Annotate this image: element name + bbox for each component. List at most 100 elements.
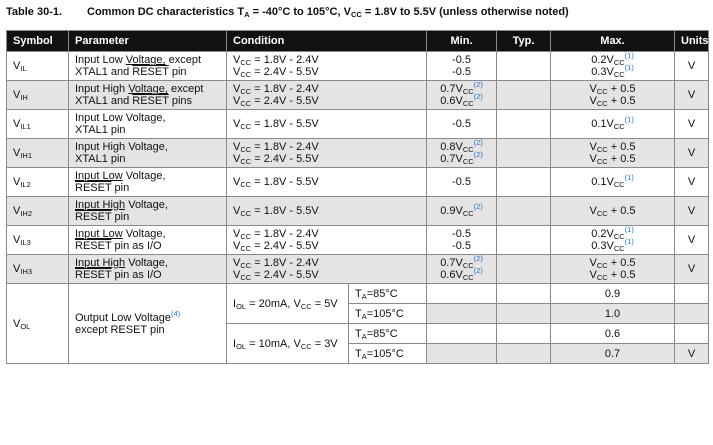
vcc-letter: V — [233, 66, 241, 78]
symbol-cell: VOL — [6, 283, 69, 364]
equals: = — [251, 257, 264, 269]
min-value: 0.7V — [440, 83, 463, 95]
temp-letter: T — [355, 327, 362, 340]
typ-cell — [496, 225, 552, 255]
symbol-letter: V — [13, 317, 21, 330]
cell-line: IOL = 20mA, VCC = 5V — [233, 298, 342, 310]
parameter-cell: Input High Voltage, except XTAL1 and RESE… — [68, 80, 227, 110]
min-cell — [426, 303, 498, 324]
footnote-ref: (2) — [473, 266, 483, 275]
vcc-sub: CC — [462, 209, 474, 218]
param-text-underlined: Voltage, — [128, 83, 168, 95]
vcc-symbol: VCC — [590, 83, 608, 95]
symbol-cell: VIL2 — [6, 167, 69, 197]
typ-cell — [496, 303, 552, 324]
units-cell: V — [674, 196, 710, 226]
cell-line: VCC = 2.4V - 5.5V — [233, 240, 420, 252]
temp-sub: A — [361, 351, 367, 361]
param-text: XTAL1 and — [75, 95, 133, 107]
cell-line: 0.2VCC(1) — [557, 52, 668, 67]
temperature-cell: TA=85°C — [347, 323, 428, 344]
vcc-letter: V — [233, 141, 241, 153]
vcc-symbol: VCC — [233, 240, 251, 252]
vcc-sub: CC — [613, 58, 625, 67]
typ-cell — [496, 323, 552, 344]
max-cell: 0.6 — [550, 323, 676, 344]
header-parameter: Parameter — [68, 30, 227, 52]
symbol-letter: V — [13, 89, 21, 101]
max-value: + 0.5 — [607, 205, 636, 217]
param-text-overlined: RESET — [132, 66, 169, 78]
max-value: 0.3V — [591, 240, 614, 252]
condition-cell: VCC = 1.8V - 2.4V VCC = 2.4V - 5.5V — [225, 225, 428, 255]
condition-value: 1.8V - 5.5V — [263, 205, 319, 217]
cell-line: 0.7VCC(2) — [433, 81, 490, 96]
table-row: VIH3 Input High Voltage, RESET pin as I/O V… — [6, 254, 710, 284]
vcc-sub: CC — [462, 99, 474, 108]
condition-value: 1.8V - 2.4V — [263, 228, 319, 240]
footnote-ref: (2) — [473, 138, 483, 147]
condition-cell: VCC = 1.8V - 2.4V VCC = 2.4V - 5.5V — [225, 138, 428, 168]
cell-line: XTAL1 pin — [75, 124, 220, 136]
cell-line: -0.5 — [433, 66, 490, 78]
caption-part: = -40°C to 105°C, V — [249, 6, 351, 18]
min-cell: -0.5 -0.5 — [426, 51, 498, 81]
table-row: VIL2 Input Low Voltage, RESET pin VCC = 1.8… — [6, 167, 710, 197]
min-value: 0.6V — [440, 95, 463, 107]
condition-cell: IOL = 10mA, VCC = 3V — [226, 323, 349, 364]
max-value: 0.6 — [604, 327, 621, 340]
vcc-sub: CC — [240, 58, 252, 67]
min-cell: 0.7VCC(2) 0.6VCC(2) — [426, 80, 498, 110]
unit-value: V — [687, 147, 696, 159]
param-text: Output Low Voltage — [75, 311, 172, 324]
vcc-sub: CC — [596, 157, 608, 166]
vcc-sub: CC — [240, 87, 252, 96]
vcc-letter: V — [233, 95, 241, 107]
cell-line: VCC + 0.5 — [557, 205, 668, 217]
footnote-ref: (4) — [171, 308, 181, 318]
condition-cell: VCC = 1.8V - 5.5V — [225, 109, 428, 139]
vcc-sub: CC — [462, 261, 474, 270]
symbol-letter: V — [13, 263, 21, 275]
param-text: Input High Voltage, — [75, 141, 168, 153]
cell-line: VCC = 2.4V - 5.5V — [233, 153, 420, 165]
param-text-underlined: Input High — [75, 199, 126, 211]
vcc-letter: V — [589, 269, 597, 281]
typ-cell — [496, 109, 552, 139]
vcc-symbol: VCC — [233, 83, 251, 95]
temperature-cell: TA=85°C — [347, 283, 428, 304]
cell-line: Input High Voltage, — [75, 141, 220, 153]
condition-value: = 10mA, V — [246, 337, 301, 350]
unit-value: V — [687, 234, 696, 246]
param-text: pin — [168, 66, 187, 78]
header-typ: Typ. — [496, 30, 552, 52]
cell-line: VCC + 0.5 — [557, 257, 668, 269]
max-value: 0.2V — [591, 54, 614, 66]
condition-value: 2.4V - 5.5V — [263, 153, 319, 165]
param-text-overlined: RESET — [75, 269, 112, 281]
vcc-sub: CC — [596, 273, 608, 282]
min-cell: 0.8VCC(2) 0.7VCC(2) — [426, 138, 498, 168]
condition-value: = 20mA, V — [246, 297, 301, 310]
temp-letter: T — [355, 287, 362, 300]
vcc-symbol: VCC — [590, 269, 608, 281]
symbol-letter: V — [13, 205, 21, 217]
param-text: pin — [111, 182, 130, 194]
footnote-ref: (2) — [473, 254, 483, 263]
table-row: VIH1 Input High Voltage, XTAL1 pin VCC = 1.… — [6, 138, 710, 168]
condition-value: 1.8V - 2.4V — [263, 83, 319, 95]
symbol-cell: VIH2 — [6, 196, 69, 226]
param-text-overlined: RESET — [75, 182, 112, 194]
cell-line: 0.2VCC(1) — [557, 226, 668, 241]
equals: = — [251, 240, 264, 252]
symbol-sub: IL2 — [20, 180, 31, 189]
cell-line: 0.8VCC(2) — [433, 138, 490, 154]
condition-value: 2.4V - 5.5V — [263, 240, 319, 252]
vcc-letter: V — [233, 153, 241, 165]
cell-line: IOL = 10mA, VCC = 3V — [233, 338, 342, 350]
header-condition: Condition — [225, 30, 428, 52]
cell-line: Input Low Voltage, — [75, 112, 220, 124]
vcc-sub: CC — [240, 209, 252, 218]
max-value: 1.0 — [604, 307, 621, 320]
max-value: + 0.5 — [607, 269, 636, 281]
